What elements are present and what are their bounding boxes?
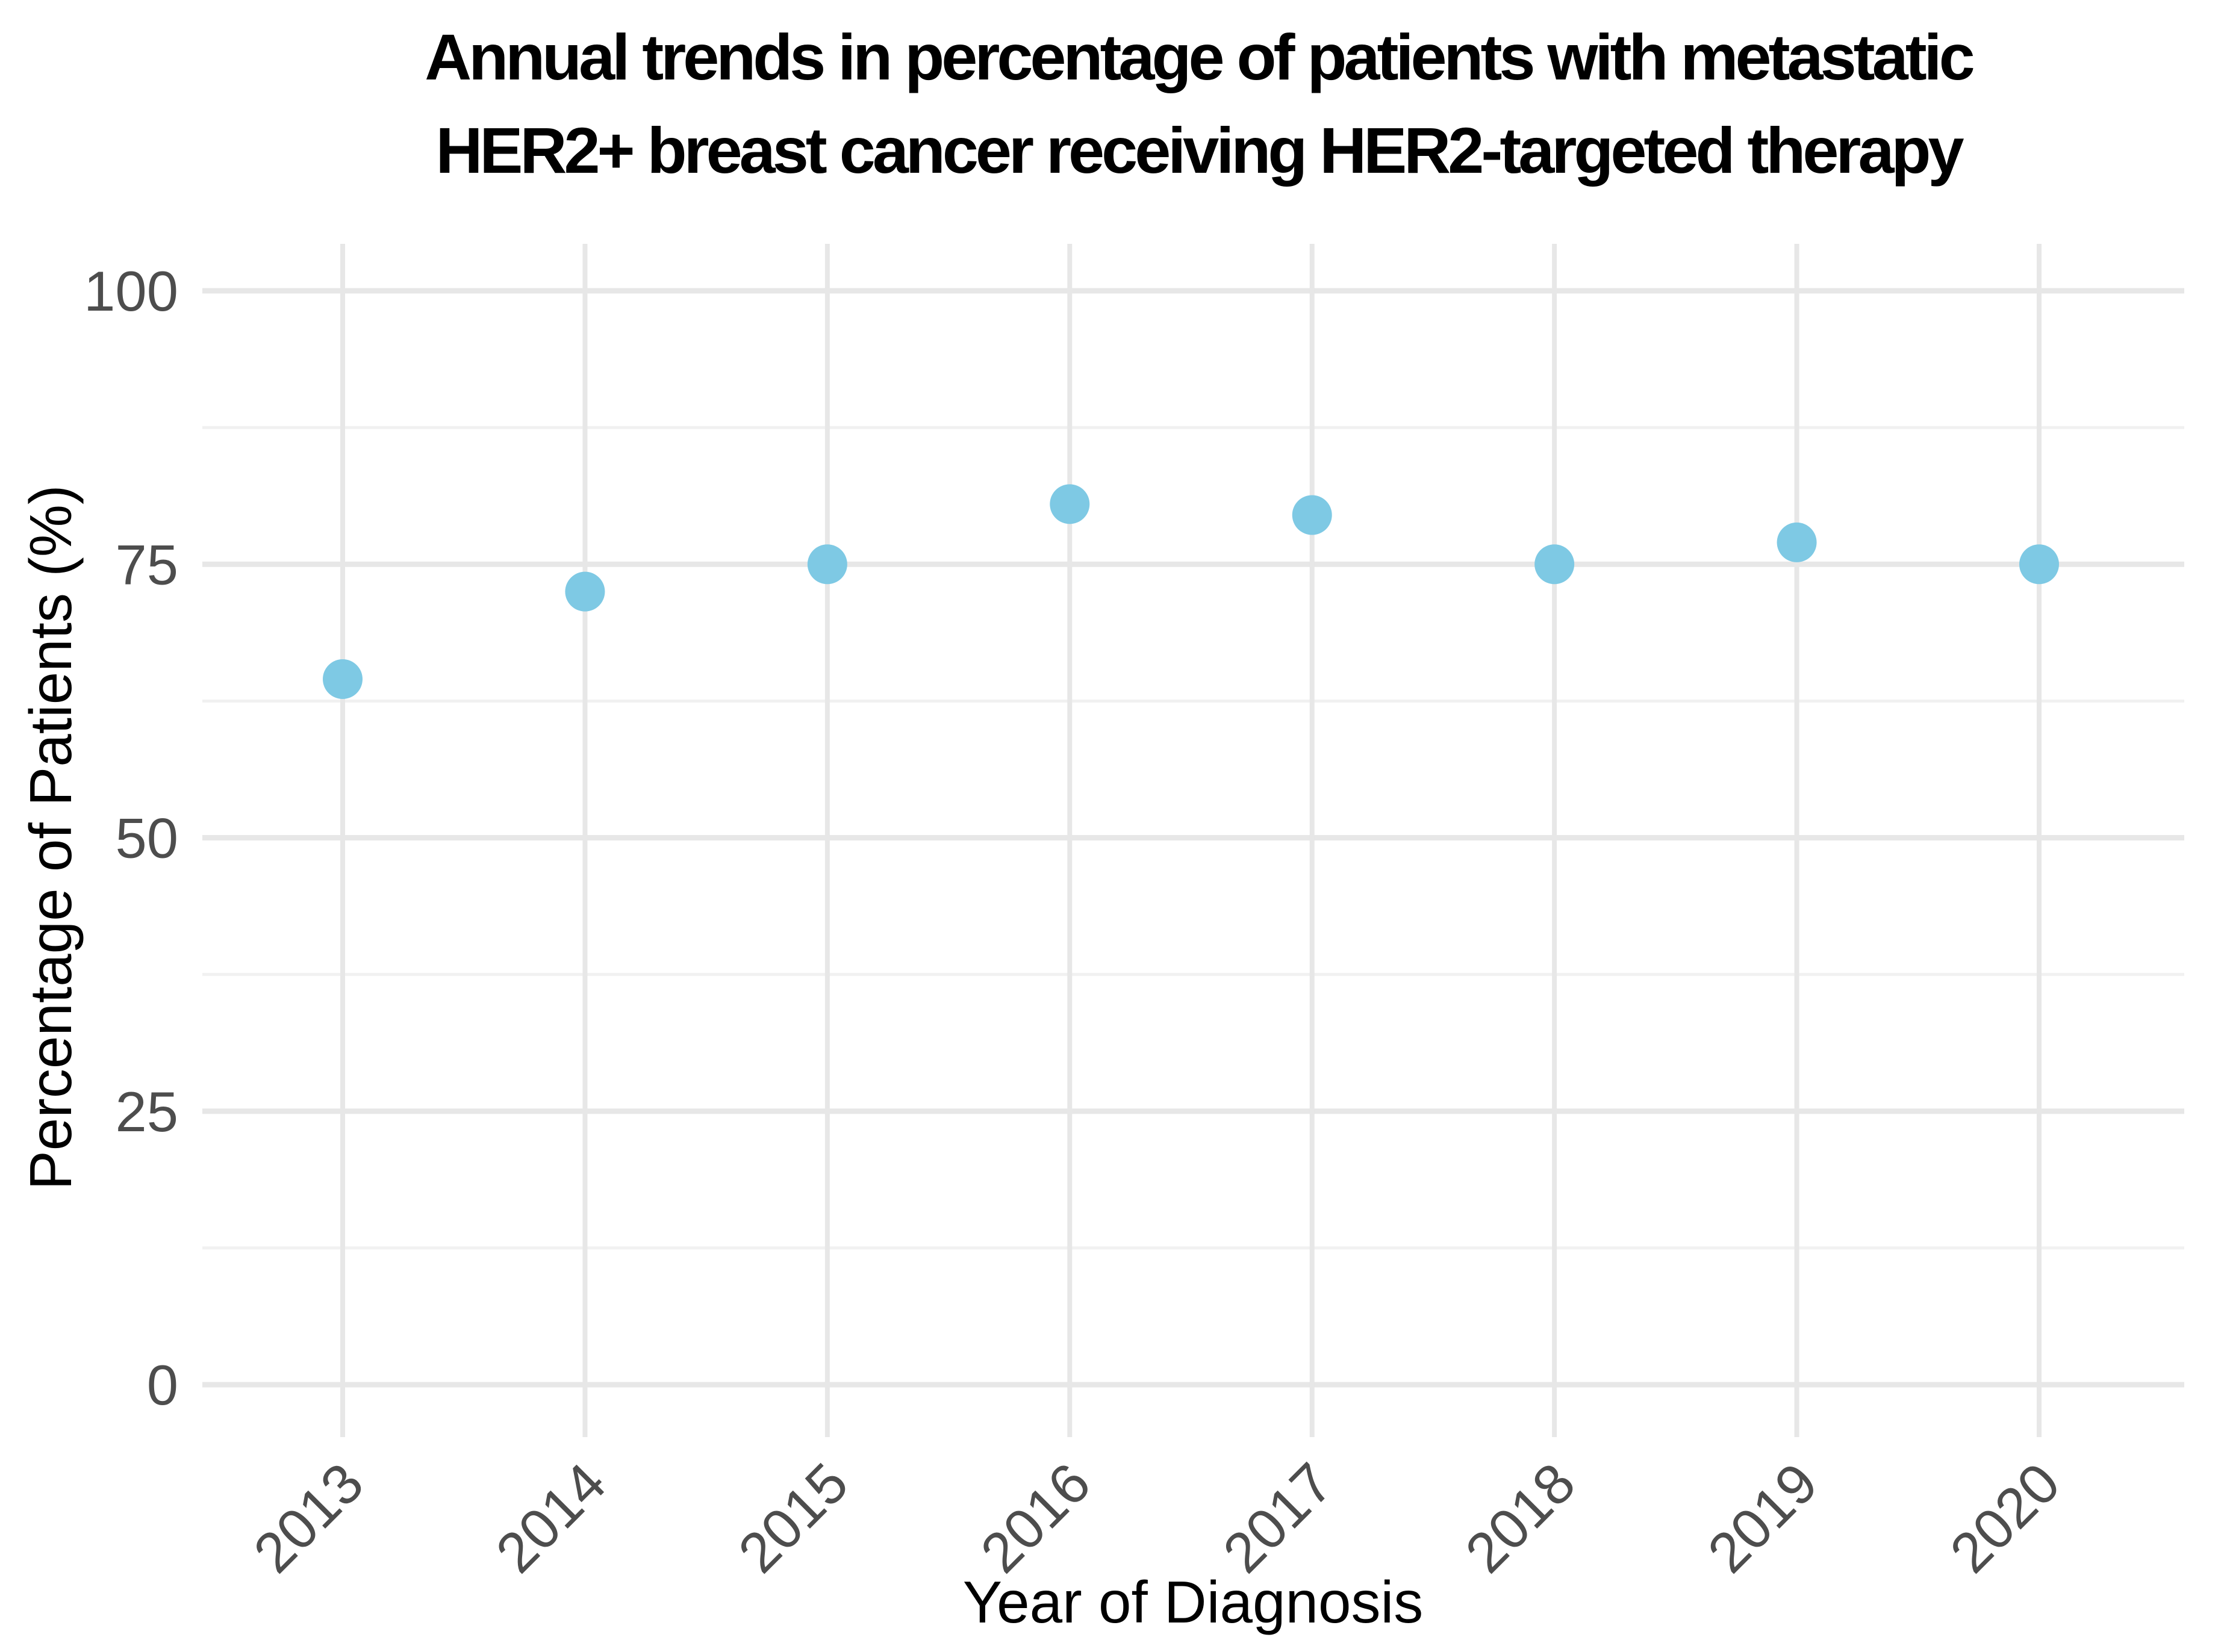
x-axis-title: Year of Diagnosis bbox=[963, 1569, 1424, 1635]
chart-title-line1: Annual trends in percentage of patients … bbox=[425, 20, 1973, 93]
y-tick-label-25: 25 bbox=[115, 1080, 178, 1143]
data-point-2014 bbox=[565, 571, 605, 612]
y-tick-label-50: 50 bbox=[115, 807, 178, 870]
x-tick-label-2019: 2019 bbox=[1696, 1451, 1830, 1585]
data-point-2017 bbox=[1292, 495, 1332, 535]
x-tick-label-2018: 2018 bbox=[1453, 1451, 1587, 1585]
data-point-2013 bbox=[323, 659, 363, 700]
vertical-gridlines-layer bbox=[340, 244, 2042, 1437]
data-point-2016 bbox=[1050, 484, 1090, 524]
x-tick-label-2016: 2016 bbox=[968, 1451, 1102, 1585]
data-point-2018 bbox=[1534, 544, 1575, 585]
data-point-2020 bbox=[2019, 544, 2060, 585]
data-point-2015 bbox=[807, 544, 847, 585]
y-axis-title: Percentage of Patients (%) bbox=[17, 485, 84, 1190]
major-gridlines-layer bbox=[202, 288, 2184, 1388]
minor-gridlines-layer bbox=[202, 426, 2184, 1250]
x-tick-label-2017: 2017 bbox=[1211, 1451, 1345, 1585]
data-point-2019 bbox=[1777, 522, 1817, 562]
y-tick-label-0: 0 bbox=[147, 1353, 178, 1417]
x-tick-label-2020: 2020 bbox=[1938, 1451, 2072, 1585]
x-tick-label-2015: 2015 bbox=[726, 1451, 860, 1585]
y-tick-label-75: 75 bbox=[115, 533, 178, 596]
y-tick-label-100: 100 bbox=[84, 259, 178, 323]
y-axis-tick-labels: 0 25 50 75 100 bbox=[84, 259, 178, 1417]
x-tick-label-2013: 2013 bbox=[241, 1451, 375, 1585]
x-axis-tick-labels: 2013 2014 2015 2016 2017 2018 2019 2020 bbox=[241, 1451, 2072, 1585]
data-points-layer bbox=[323, 484, 2060, 700]
x-tick-label-2014: 2014 bbox=[484, 1451, 617, 1585]
chart-title-line2: HER2+ breast cancer receiving HER2-targe… bbox=[435, 114, 1964, 187]
